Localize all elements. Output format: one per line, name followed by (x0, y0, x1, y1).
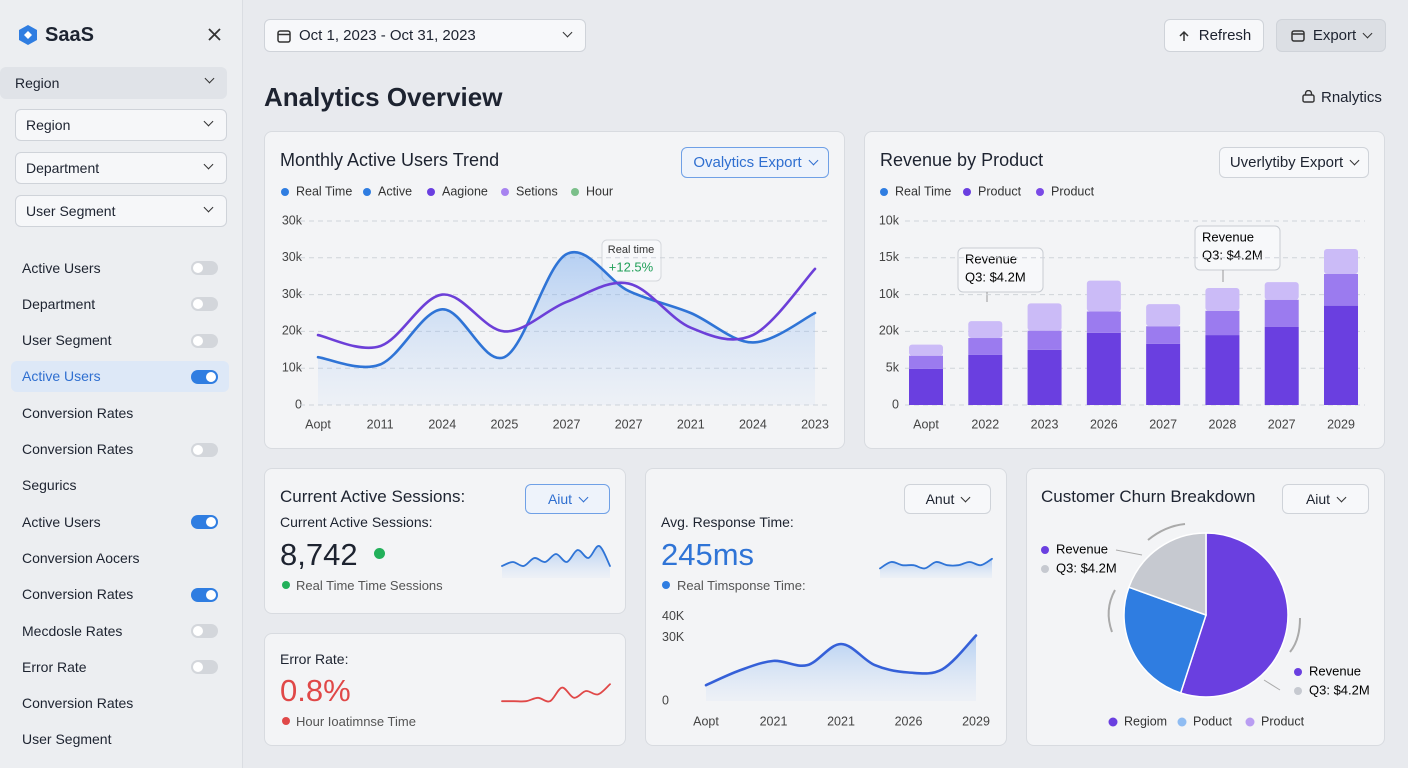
button-label: Aiut (1305, 491, 1331, 507)
refresh-button[interactable]: Refresh (1164, 19, 1264, 52)
export-dropdown[interactable]: Uverlytiby Export (1219, 147, 1369, 178)
nav-label: Active Users (22, 368, 101, 385)
nav-label: Active Users (22, 259, 101, 276)
toggle[interactable] (191, 587, 218, 602)
breadcrumb: Rnalytics (1321, 89, 1382, 106)
refresh-label: Refresh (1198, 27, 1252, 44)
nav-label: Conversion Rates (22, 404, 134, 421)
revenue-card (864, 131, 1385, 449)
status-dot (374, 548, 385, 559)
toggle[interactable] (191, 369, 218, 384)
nav-item[interactable]: Conversion Rates (11, 434, 229, 465)
filter-dropdown[interactable]: Region (15, 109, 227, 141)
export-icon (1291, 29, 1305, 42)
nav-item[interactable]: Department (11, 288, 229, 319)
legend-dot (282, 717, 290, 725)
metric-label: Error Rate: (280, 651, 349, 667)
card-title: Current Active Sessions: (280, 487, 466, 506)
button-label: Ovalytics Export (693, 154, 802, 171)
metric-note: Real Time Time Sessions (296, 578, 443, 593)
metric-label: Current Active Sessions: (280, 514, 433, 530)
nav-label: Conversion Rates (22, 441, 134, 457)
lock-icon (1302, 90, 1315, 103)
nav-item[interactable]: Active Users (11, 360, 229, 392)
date-picker[interactable]: Oct 1, 2023 - Oct 31, 2023 (264, 19, 586, 52)
metric-note: Real Timsponse Time: (677, 578, 806, 593)
nav-item[interactable]: Conversion Aocers (11, 542, 229, 573)
dropdown[interactable]: Anut (904, 484, 991, 514)
card-title: Revenue by Product (880, 150, 1044, 170)
nav-label: Mecdosle Rates (22, 622, 123, 639)
toggle[interactable] (191, 660, 218, 675)
page-title: Analytics Overview (264, 82, 503, 112)
button-label: Anut (925, 491, 955, 507)
brand: SaaS (45, 24, 94, 46)
button-label: Uverlytiby Export (1229, 154, 1344, 171)
metric-note: Hour Ioatimnse Time (296, 714, 416, 729)
nav-label: Segurics (22, 477, 77, 494)
nav-label: Error Rate (22, 658, 87, 675)
button-label: Aiut (547, 491, 573, 507)
filter-dropdown[interactable]: User Segment (15, 195, 227, 227)
chevron (203, 202, 214, 213)
logo (19, 25, 37, 45)
metric-value: 8,742 (280, 537, 358, 572)
nav-label: Active Users (22, 513, 101, 530)
toggle[interactable] (191, 442, 218, 457)
metric-value: 0.8% (280, 673, 351, 708)
nav-item[interactable]: Conversion Rates (11, 579, 229, 610)
filter-label: User Segment (26, 203, 116, 219)
toggle[interactable] (191, 515, 218, 530)
metric-value: 245ms (661, 537, 755, 572)
card-title: Monthly Active Users Trend (280, 150, 500, 170)
nav-label: Conversion Rates (22, 586, 134, 603)
close-button[interactable] (208, 28, 221, 41)
filter-label: Department (26, 160, 100, 176)
users-card (264, 131, 845, 449)
filter-dropdown[interactable]: Region (0, 67, 227, 99)
nav-item[interactable]: Segurics (11, 470, 229, 501)
nav-item[interactable]: Active Users (11, 506, 229, 537)
toggle[interactable] (191, 333, 218, 348)
card-title: Customer Churn Breakdown (1041, 487, 1256, 506)
export-dropdown[interactable]: Ovalytics Export (681, 147, 829, 178)
nav-item[interactable]: Error Rate (11, 651, 229, 682)
chevron (204, 73, 215, 84)
filter-label: Region (15, 75, 60, 91)
toggle[interactable] (191, 261, 218, 275)
dropdown[interactable]: Aiut (525, 484, 610, 514)
date-range: Oct 1, 2023 - Oct 31, 2023 (299, 27, 476, 44)
nav-item[interactable]: Conversion Rates (11, 397, 229, 428)
legend-dot (662, 581, 670, 589)
chevron (203, 116, 214, 127)
nav-item[interactable]: Active Users (11, 252, 229, 283)
toggle[interactable] (191, 297, 218, 312)
nav-label: User Segment (22, 332, 112, 349)
nav-label: Conversion Rates (22, 695, 134, 712)
nav-item[interactable]: Mecdosle Rates (11, 615, 229, 646)
nav-label: User Segment (22, 731, 112, 748)
nav-label: Conversion Aocers (22, 549, 140, 566)
export-label: Export (1312, 27, 1357, 44)
refresh-icon (1179, 30, 1189, 41)
filter-label: Region (26, 117, 71, 133)
calendar-icon (277, 29, 291, 43)
nav-item[interactable]: Conversion Rates (11, 688, 229, 719)
filter-dropdown[interactable]: Department (15, 152, 227, 184)
sidebar: SaaS Region Region Department User Segment A… (0, 0, 243, 768)
export-button[interactable]: Export (1276, 19, 1386, 52)
nav-item[interactable]: User Segment (11, 325, 229, 356)
legend-dot (282, 581, 290, 589)
dropdown[interactable]: Aiut (1282, 484, 1369, 514)
metric-label: Avg. Response Time: (661, 514, 794, 530)
toggle[interactable] (191, 624, 218, 638)
nav-label: Department (22, 295, 96, 312)
nav-item[interactable]: User Segment (11, 724, 229, 755)
chevron (203, 159, 214, 170)
